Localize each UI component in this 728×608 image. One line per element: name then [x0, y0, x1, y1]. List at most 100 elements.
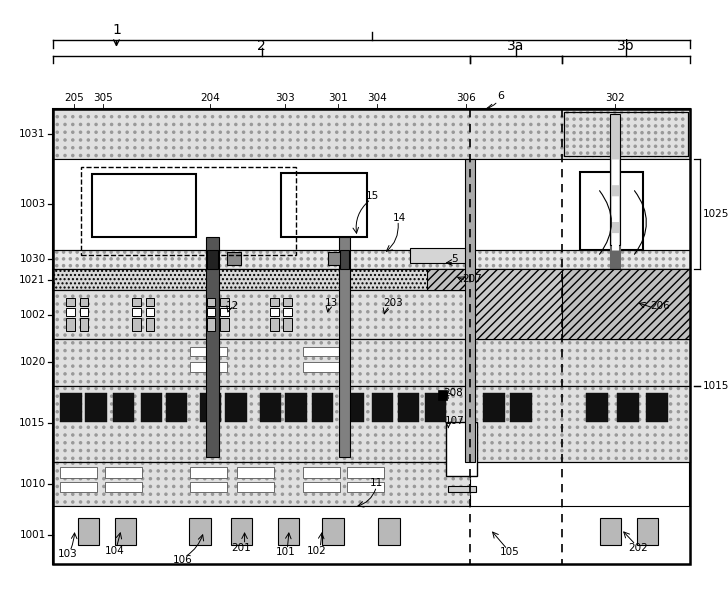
Circle shape: [499, 251, 502, 253]
Circle shape: [530, 342, 532, 344]
Circle shape: [328, 295, 330, 297]
Circle shape: [685, 403, 687, 405]
Circle shape: [553, 358, 555, 359]
Circle shape: [530, 326, 532, 328]
Circle shape: [593, 152, 596, 154]
Circle shape: [226, 251, 228, 253]
Circle shape: [204, 485, 206, 488]
Circle shape: [232, 264, 234, 267]
Circle shape: [584, 457, 586, 460]
Circle shape: [530, 365, 532, 367]
Circle shape: [579, 145, 582, 147]
Circle shape: [390, 485, 392, 488]
Circle shape: [344, 395, 346, 397]
Circle shape: [676, 258, 678, 260]
Circle shape: [274, 303, 276, 305]
Circle shape: [250, 462, 253, 465]
Circle shape: [514, 295, 516, 297]
Circle shape: [499, 395, 501, 397]
Circle shape: [374, 365, 376, 367]
Circle shape: [530, 403, 532, 405]
Circle shape: [173, 410, 175, 413]
Circle shape: [111, 403, 113, 405]
Circle shape: [64, 326, 66, 328]
Circle shape: [258, 395, 260, 397]
Circle shape: [475, 334, 478, 336]
Circle shape: [142, 462, 143, 465]
Circle shape: [421, 462, 423, 465]
Circle shape: [522, 123, 524, 125]
Circle shape: [250, 303, 253, 305]
Circle shape: [250, 295, 253, 297]
Circle shape: [103, 116, 105, 118]
Circle shape: [577, 442, 579, 444]
Circle shape: [414, 387, 416, 390]
Circle shape: [444, 334, 446, 336]
Circle shape: [638, 442, 641, 444]
Circle shape: [642, 258, 644, 260]
Bar: [564, 112, 688, 156]
Circle shape: [452, 434, 454, 436]
Bar: [207, 298, 215, 306]
Circle shape: [607, 365, 609, 367]
Circle shape: [533, 264, 535, 267]
Circle shape: [300, 258, 302, 260]
Circle shape: [234, 442, 237, 444]
Circle shape: [274, 311, 276, 313]
Circle shape: [522, 395, 524, 397]
Circle shape: [336, 319, 338, 320]
Circle shape: [414, 334, 416, 336]
Circle shape: [181, 478, 183, 480]
Circle shape: [537, 123, 539, 125]
Circle shape: [681, 118, 684, 120]
Circle shape: [242, 462, 245, 465]
Circle shape: [196, 426, 198, 428]
Circle shape: [173, 501, 175, 503]
Circle shape: [491, 365, 493, 367]
Circle shape: [227, 470, 229, 472]
Circle shape: [374, 358, 376, 359]
Circle shape: [242, 147, 245, 149]
Circle shape: [499, 350, 501, 351]
Circle shape: [530, 449, 532, 452]
Circle shape: [662, 319, 664, 320]
Circle shape: [623, 410, 625, 413]
Circle shape: [623, 426, 625, 428]
Circle shape: [475, 319, 478, 320]
Circle shape: [196, 350, 198, 351]
Circle shape: [181, 123, 183, 125]
Circle shape: [668, 132, 670, 134]
Circle shape: [142, 470, 143, 472]
Circle shape: [328, 258, 330, 260]
Circle shape: [351, 501, 353, 503]
Circle shape: [218, 264, 221, 267]
Circle shape: [437, 358, 439, 359]
Circle shape: [577, 319, 579, 320]
Circle shape: [258, 501, 260, 503]
Circle shape: [569, 410, 571, 413]
Circle shape: [297, 442, 299, 444]
Circle shape: [514, 403, 516, 405]
Bar: [207, 317, 215, 331]
Circle shape: [522, 403, 524, 405]
Circle shape: [475, 350, 478, 351]
Text: 2: 2: [257, 39, 266, 53]
Circle shape: [79, 326, 82, 328]
Circle shape: [675, 118, 677, 120]
Circle shape: [367, 326, 369, 328]
Circle shape: [460, 139, 462, 141]
Circle shape: [204, 478, 206, 480]
Circle shape: [297, 116, 299, 118]
Circle shape: [344, 501, 346, 503]
Circle shape: [196, 449, 198, 452]
Circle shape: [274, 139, 276, 141]
Circle shape: [336, 434, 338, 436]
Circle shape: [181, 403, 183, 405]
Circle shape: [681, 152, 684, 154]
Circle shape: [361, 258, 363, 260]
Circle shape: [573, 125, 575, 127]
Circle shape: [467, 365, 470, 367]
Circle shape: [414, 116, 416, 118]
Circle shape: [242, 493, 245, 496]
Circle shape: [437, 342, 439, 344]
